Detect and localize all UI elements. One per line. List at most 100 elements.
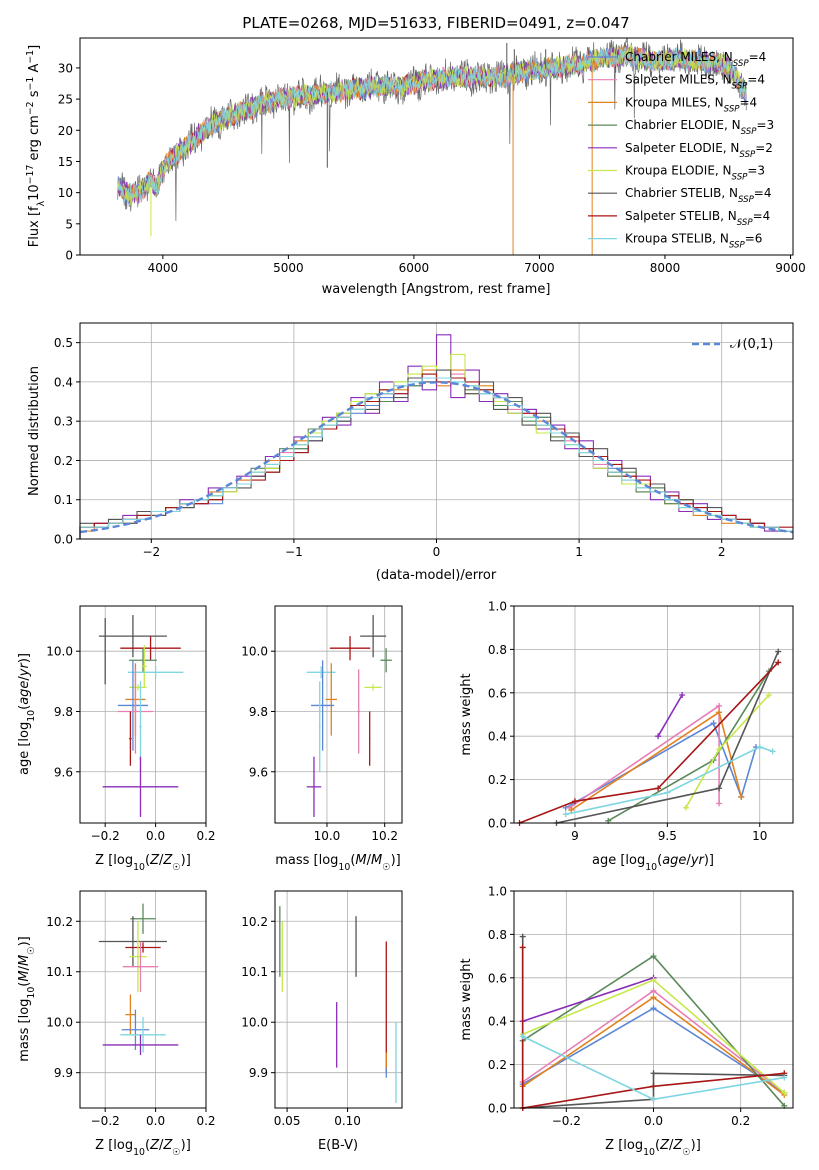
spectrum-ytick-label: 25 — [58, 93, 73, 107]
mass-weight-vs-Z-line — [521, 947, 785, 1109]
resid-ylabel: Normed distribution — [27, 366, 42, 496]
legend-entry: Chabrier STELIB, NSSP=4 — [625, 186, 772, 205]
mass-weight-vs-age-marker — [568, 806, 575, 813]
mass-weight-vs-age-marker — [775, 659, 782, 666]
mass-weight-vs-age-marker — [716, 785, 723, 792]
weightz-xlabel-part: )] — [691, 1138, 701, 1153]
weightz-xlabel-part: ( — [655, 1138, 660, 1153]
massz-xlabel-part: Z — [149, 1138, 160, 1153]
resid-ytick-label: 0.2 — [54, 454, 73, 468]
mass-weight-vs-age-xtick-label: 9.5 — [658, 829, 677, 843]
massz-xlabel: Z [log10(Z/Z☉)] — [95, 1138, 191, 1158]
mass-weight-vs-age-line — [519, 661, 779, 824]
mass-weight-vs-age-ytick-label: 0.6 — [488, 686, 507, 700]
mass-weight-vs-age-line — [685, 694, 770, 809]
mass-vs-Z-frame — [79, 890, 207, 1109]
legend-entry-part: =3 — [756, 118, 774, 132]
normal-curve — [79, 381, 794, 534]
spectrum-ylabel-part: −2 — [25, 101, 36, 115]
mass-vs-EBV-xtick-label: 0.10 — [334, 1114, 361, 1128]
spectrum-ylabel-part: erg cm — [27, 115, 42, 164]
weightage-xlabel-part: age [log — [592, 853, 645, 868]
resid-xtick-label: −1 — [285, 545, 303, 559]
massz-xlabel-part: ☉ — [172, 1147, 180, 1158]
mass-weight-vs-Z-marker — [781, 1089, 788, 1096]
mass-weight-vs-age-xtick-label: 10 — [752, 829, 767, 843]
mass-weight-vs-Z-marker — [519, 944, 526, 951]
mass-weight-vs-Z-marker — [650, 976, 657, 983]
spectrum-ylabel-part: λ — [36, 200, 47, 206]
massz-ylabel-part: mass [log — [17, 999, 32, 1062]
legend-entry-part: SSP — [738, 195, 755, 205]
mass-weight-vs-age-ytick-label: 0.0 — [488, 817, 507, 831]
resid-xtick-label: 2 — [718, 545, 726, 559]
weightage-xlabel-part: age — [662, 853, 686, 868]
mass-weight-vs-Z-xtick-label: −0.2 — [552, 1114, 581, 1128]
spectrum-ylabel: Flux [fλ10−17 erg cm−2 s−1 A−1] — [25, 45, 47, 247]
legend-entry: Chabrier MILES, NSSP=4 — [625, 50, 766, 69]
weightz-xlabel-part: Z — [672, 1138, 683, 1153]
age-vs-mass-frame — [274, 605, 403, 824]
weightz-xlabel: Z [log10(Z/Z☉)] — [605, 1138, 701, 1158]
resid-xtick-label: 0 — [433, 545, 441, 559]
legend-entry-part: SSP — [732, 173, 749, 183]
mass-weight-vs-Z-marker — [650, 1083, 657, 1090]
weightage-xlabel-part: ( — [657, 853, 662, 868]
legend-entry-part: =4 — [747, 73, 765, 87]
age-vs-Z-ytick-label: 9.6 — [54, 765, 73, 779]
mass-weight-vs-Z-marker — [650, 994, 657, 1001]
mass-weight-vs-age-marker — [682, 804, 689, 811]
spectrum-ylabel-part: s — [27, 90, 42, 101]
spectrum-ytick-label: 30 — [58, 61, 73, 75]
agez-xlabel-part: Z — [162, 853, 173, 868]
mass-vs-Z-xtick-label: 0.0 — [146, 1114, 165, 1128]
spectrum-frame — [79, 37, 794, 256]
mass-weight-vs-age-marker — [775, 648, 782, 655]
mass-weight-vs-age-ytick-label: 1.0 — [488, 600, 507, 614]
age-vs-Z-xtick-label: −0.2 — [91, 829, 120, 843]
age-vs-mass-ytick-label: 9.8 — [249, 705, 268, 719]
legend-entry-part: =4 — [754, 186, 772, 200]
mass-weight-vs-Z-xtick-label: 0.0 — [644, 1114, 663, 1128]
spectrum-ytick-label: 15 — [58, 155, 73, 169]
mass-weight-vs-age-marker — [562, 811, 569, 818]
legend-entry: Chabrier ELODIE, NSSP=3 — [625, 118, 774, 137]
agez-xlabel-part: Z — [149, 853, 160, 868]
mass-weight-vs-Z-marker — [519, 1033, 526, 1040]
mass-weight-vs-Z-ylabel: mass weight — [459, 958, 474, 1040]
weightage-xlabel-part: )] — [704, 853, 714, 868]
resid-ytick-label: 0.1 — [54, 493, 73, 507]
agez-ylabel-part: yr — [17, 661, 32, 677]
massebv-xlabel: E(B-V) — [318, 1138, 358, 1153]
spectrum-ylabel-part: −17 — [25, 165, 36, 185]
mass-weight-vs-age-marker — [571, 798, 578, 805]
weightz-xlabel-part: / — [669, 1138, 674, 1153]
agez-ylabel: age [log10(age/yr)] — [17, 653, 37, 775]
mass-weight-vs-Z-marker — [650, 1096, 657, 1103]
agez-xlabel-part: ☉ — [172, 862, 180, 873]
mass-weight-vs-Z-marker — [650, 1005, 657, 1012]
spectrum-xtick-label: 6000 — [399, 261, 430, 275]
age-vs-Z-xtick-label: 0.0 — [146, 829, 165, 843]
weightz-xlabel-part: Z [log — [605, 1138, 643, 1153]
mass-weight-vs-Z-ytick-label: 0.4 — [488, 1015, 507, 1029]
spectrum-xtick-label: 7000 — [524, 261, 555, 275]
legend-entry-part: Salpeter STELIB, N — [625, 209, 737, 223]
legend-entry-part: Chabrier MILES, N — [625, 50, 733, 64]
spectrum-title: PLATE=0268, MJD=51633, FIBERID=0491, z=0… — [242, 14, 629, 32]
spectrum-ylabel-part: −1 — [25, 50, 36, 64]
legend-entry: Salpeter ELODIE, NSSP=2 — [625, 141, 773, 160]
agez-ylabel-part: 10 — [26, 710, 37, 722]
legend-entry-part: SSP — [729, 241, 746, 251]
mass-weight-vs-age-xtick-label: 9 — [571, 829, 579, 843]
massz-ylabel-part: ( — [17, 982, 32, 987]
mass-weight-vs-Z-ytick-label: 0.6 — [488, 971, 507, 985]
massz-ylabel-part: ☉ — [26, 946, 37, 954]
spectrum-line — [117, 45, 747, 203]
age-vs-mass-ytick-label: 10.0 — [241, 645, 268, 659]
agemass-xlabel-part: mass [log — [275, 853, 338, 868]
mass-weight-vs-age-line — [657, 694, 683, 737]
mass-weight-vs-age-ytick-label: 0.8 — [488, 643, 507, 657]
legend-entry-part: SSP — [739, 150, 756, 160]
